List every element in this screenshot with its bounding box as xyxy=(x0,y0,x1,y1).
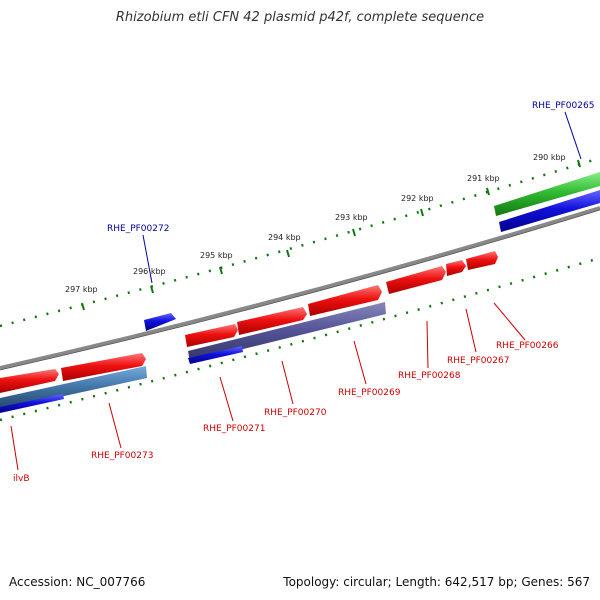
inner-tick-ring xyxy=(0,256,600,422)
steelblue-cog-feature xyxy=(0,366,147,410)
tick-label-294: 294 kbp xyxy=(268,233,301,242)
gene-label-rhe-pf00271[interactable]: RHE_PF00271 xyxy=(203,424,265,434)
gene-label-rhe-pf00265[interactable]: RHE_PF00265 xyxy=(532,101,594,111)
gene-label-rhe-pf00267[interactable]: RHE_PF00267 xyxy=(447,356,509,366)
major-tick-marks xyxy=(81,159,581,311)
forward-cds-arrow-pf00267 xyxy=(446,260,466,276)
gene-label-rhe-pf00268[interactable]: RHE_PF00268 xyxy=(398,371,461,381)
reverse-cds-feature xyxy=(499,190,600,232)
label-leader-lines xyxy=(10,111,582,471)
tick-label-293: 293 kbp xyxy=(335,213,368,222)
forward-cds-arrow-pf00273 xyxy=(61,353,146,381)
forward-cds-arrow-ilvb xyxy=(0,369,59,393)
gene-label-rhe-pf00269[interactable]: RHE_PF00269 xyxy=(338,388,401,398)
forward-cds-arrow-pf00268 xyxy=(386,266,446,294)
accession-text: Accession: NC_007766 xyxy=(9,575,146,589)
gene-label-rhe-pf00273[interactable]: RHE_PF00273 xyxy=(91,451,153,461)
gene-label-rhe-pf00270[interactable]: RHE_PF00270 xyxy=(264,408,327,418)
gene-label-ilvb[interactable]: ilvB xyxy=(13,474,30,484)
gene-label-rhe-pf00266[interactable]: RHE_PF00266 xyxy=(496,341,559,351)
outer-tick-ring xyxy=(0,156,600,328)
tick-label-291: 291 kbp xyxy=(467,174,500,183)
gene-label-rhe-pf00272[interactable]: RHE_PF00272 xyxy=(107,224,169,234)
tick-label-292: 292 kbp xyxy=(401,194,434,203)
reverse-cds-arrow xyxy=(144,313,176,331)
inner-reverse-feature xyxy=(188,346,243,364)
forward-cds-arrow-pf00270 xyxy=(237,307,307,335)
green-cog-feature xyxy=(494,172,600,216)
backbone-circle xyxy=(0,206,600,370)
tick-label-290: 290 kbp xyxy=(533,153,566,162)
map-title: Rhizobium etli CFN 42 plasmid p42f, comp… xyxy=(115,10,485,25)
tick-label-297: 297 kbp xyxy=(65,285,98,294)
inner-reverse-feature xyxy=(0,394,64,413)
tick-label-295: 295 kbp xyxy=(200,251,233,260)
forward-cds-arrow-pf00269 xyxy=(308,285,382,316)
forward-cds-arrow-pf00266 xyxy=(466,251,498,270)
topology-summary-text: Topology: circular; Length: 642,517 bp; … xyxy=(283,575,590,589)
forward-cds-arrow-pf00271 xyxy=(185,324,238,347)
backbone-shadow xyxy=(0,209,600,371)
tick-label-296: 296 kbp xyxy=(133,267,166,276)
